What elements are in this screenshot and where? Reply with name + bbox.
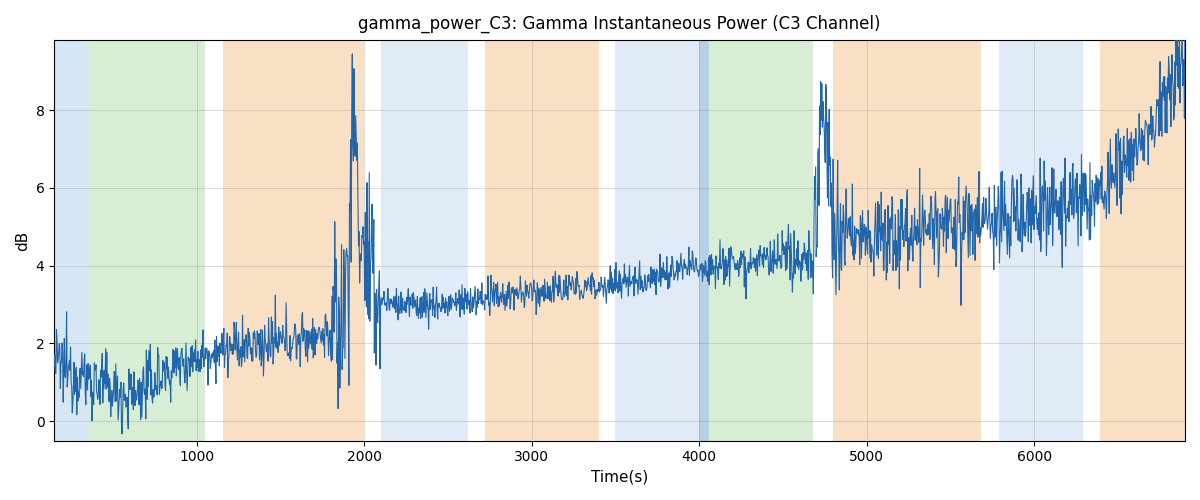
- Bar: [1099, 40, 1186, 440]
- Bar: [223, 40, 364, 440]
- Bar: [485, 40, 599, 440]
- Title: gamma_power_C3: Gamma Instantaneous Power (C3 Channel): gamma_power_C3: Gamma Instantaneous Powe…: [359, 15, 881, 34]
- Bar: [700, 40, 709, 440]
- Bar: [380, 40, 468, 440]
- X-axis label: Time(s): Time(s): [590, 470, 648, 485]
- Y-axis label: dB: dB: [16, 230, 30, 250]
- Bar: [89, 40, 205, 440]
- Bar: [54, 40, 89, 440]
- Bar: [616, 40, 700, 440]
- Bar: [1000, 40, 1082, 440]
- Bar: [833, 40, 980, 440]
- Bar: [709, 40, 814, 440]
